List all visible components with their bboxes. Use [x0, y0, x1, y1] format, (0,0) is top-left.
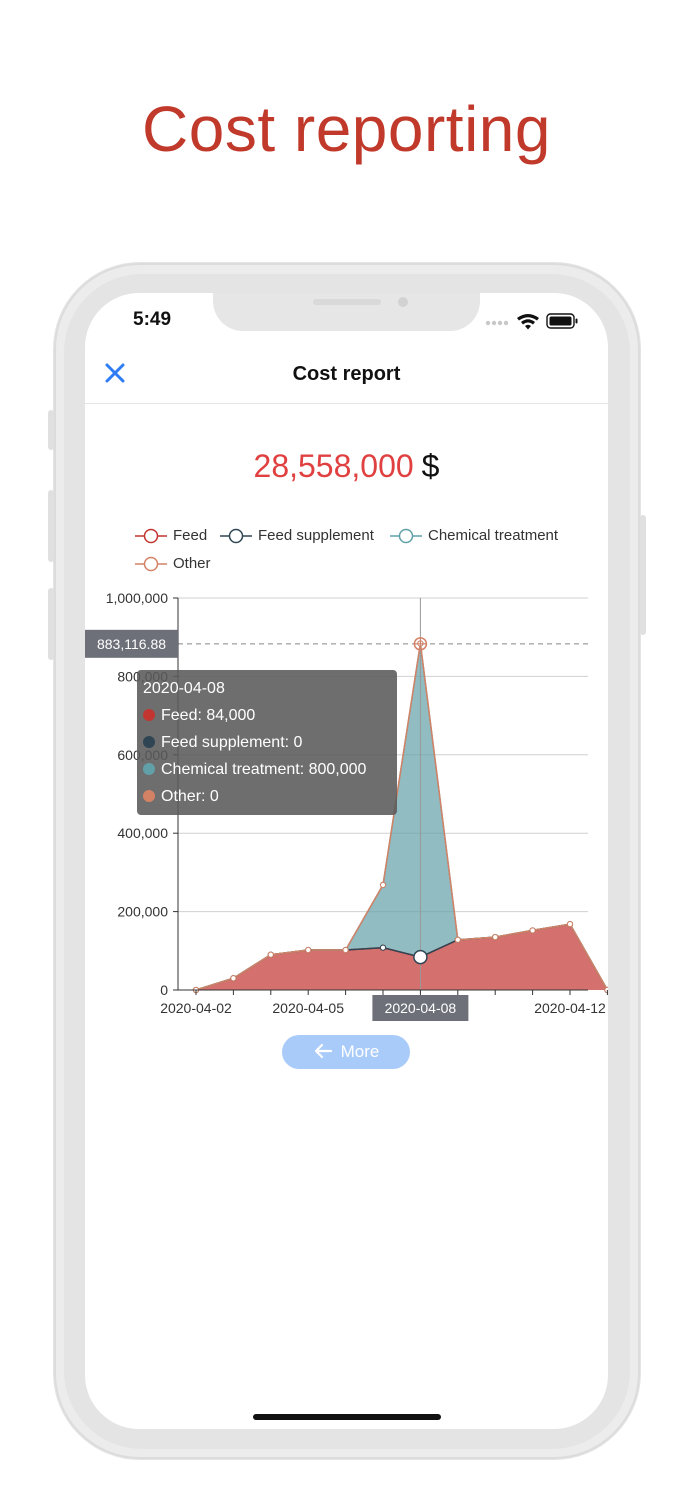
legend-label: Feed supplement [258, 527, 374, 544]
point-feed-supplement [379, 944, 387, 951]
close-button[interactable] [103, 361, 127, 385]
tooltip-dot-feed [143, 709, 155, 721]
tooltip-dot-chemical-treatment [143, 763, 155, 775]
more-button[interactable]: More [282, 1035, 410, 1069]
y-tick-label: 1,000,000 [106, 590, 168, 606]
battery-icon [546, 313, 578, 329]
point-other [566, 921, 574, 928]
y-tick-label: 400,000 [117, 825, 168, 841]
status-time: 5:49 [133, 309, 172, 330]
area-chemical-treatment [196, 643, 608, 990]
cellular-signal-icon [485, 320, 509, 326]
tooltip-text-chemical-treatment: Chemical treatment: 800,000 [161, 761, 367, 778]
point-other [342, 946, 349, 954]
point-other [529, 927, 536, 934]
legend-marker-icon [220, 528, 252, 544]
legend-item-other[interactable]: Other [135, 554, 211, 574]
x-pointer-label: 2020-04-08 [385, 1000, 457, 1016]
more-button-label: More [340, 1042, 380, 1061]
headline: Cost reporting [142, 93, 551, 165]
point-other [230, 975, 237, 982]
speaker [313, 299, 381, 305]
chart-tooltip: 2020-04-08 Feed: 84,000 Feed supplement:… [137, 670, 397, 815]
tooltip-dot-feed-supplement [143, 736, 155, 748]
x-tick-label: 2020-04-05 [272, 1000, 344, 1016]
point-other [454, 936, 461, 943]
legend-item-feed-supplement[interactable]: Feed supplement [220, 526, 374, 546]
point-other [492, 933, 499, 941]
volume-down-button [48, 588, 54, 660]
legend-marker-icon [135, 528, 167, 544]
arrow-left-icon [314, 1043, 332, 1059]
x-tick-label: 2020-04-12 [534, 1000, 606, 1016]
tooltip-text-feed-supplement: Feed supplement: 0 [161, 734, 303, 751]
total-cost: 28,558,000 $ [85, 448, 608, 485]
home-indicator[interactable] [253, 1414, 441, 1420]
tooltip-row-chemical-treatment: Chemical treatment: 800,000 [143, 761, 366, 779]
legend-label: Feed [173, 527, 208, 544]
legend-item-chemical-treatment[interactable]: Chemical treatment [390, 526, 558, 546]
total-amount: 28,558,000 [253, 448, 414, 484]
wifi-icon [517, 314, 539, 330]
area-feed [196, 924, 608, 990]
status-icons [484, 311, 580, 331]
point-other [305, 946, 312, 954]
legend-item-feed[interactable]: Feed [135, 526, 207, 546]
y-pointer-label: 883,116.88 [97, 636, 166, 652]
volume-up-button [48, 490, 54, 562]
legend-marker-icon [390, 528, 422, 544]
power-button [640, 515, 646, 635]
y-tick-label: 0 [160, 982, 168, 998]
page-title: Cost report [292, 363, 401, 385]
front-camera [398, 297, 408, 307]
tooltip-row-feed: Feed: 84,000 [143, 707, 255, 725]
legend-label: Other [173, 555, 211, 572]
line-other [195, 643, 608, 991]
close-x-icon [105, 363, 125, 383]
legend-marker-icon [135, 556, 167, 572]
point-other [267, 951, 274, 958]
cost-chart: 0200,000400,000600,000800,0001,000,00020… [85, 590, 608, 1021]
tooltip-row-feed-supplement: Feed supplement: 0 [143, 734, 302, 752]
mute-switch [48, 410, 54, 450]
x-tick-label: 2020-04-02 [160, 1000, 232, 1016]
x-pointer-label-box [372, 995, 469, 1021]
y-pointer-label-box [85, 629, 178, 658]
nav-bar: Cost report [85, 351, 608, 404]
tooltip-row-other: Other: 0 [143, 788, 219, 806]
phone-screen: 5:49 Cost report 28,558,000 [85, 293, 608, 1429]
point-other [379, 881, 387, 889]
notch [213, 293, 480, 331]
tooltip-text-other: Other: 0 [161, 788, 219, 805]
total-currency: $ [421, 448, 440, 484]
highlight-point-feed-supplement [413, 949, 428, 965]
tooltip-text-feed: Feed: 84,000 [161, 707, 256, 724]
tooltip-title: 2020-04-08 [143, 680, 225, 697]
y-tick-label: 200,000 [117, 904, 168, 920]
tooltip-dot-other [143, 790, 155, 802]
legend-label: Chemical treatment [428, 527, 559, 544]
